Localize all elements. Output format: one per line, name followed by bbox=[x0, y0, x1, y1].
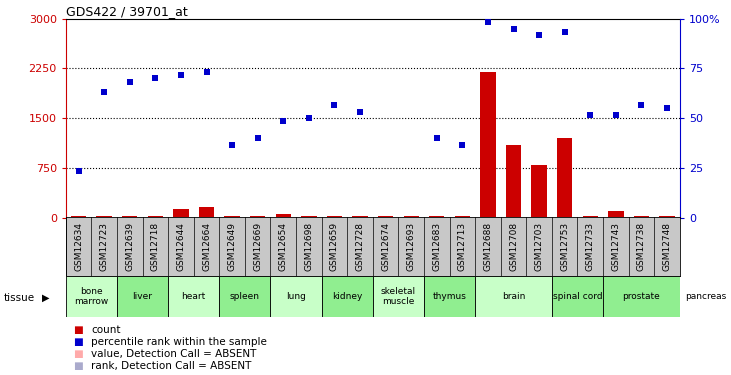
Bar bbox=[270, 276, 322, 317]
Bar bbox=[531, 165, 547, 218]
Bar bbox=[634, 216, 649, 217]
Text: GSM12718: GSM12718 bbox=[151, 222, 160, 271]
Text: GSM12654: GSM12654 bbox=[279, 222, 288, 271]
Bar bbox=[455, 216, 470, 217]
Text: thymus: thymus bbox=[433, 292, 466, 301]
Bar bbox=[603, 276, 680, 317]
Bar bbox=[301, 216, 317, 217]
Bar bbox=[608, 211, 624, 218]
Bar bbox=[66, 276, 117, 317]
Text: GSM12683: GSM12683 bbox=[432, 222, 442, 271]
Text: ▶: ▶ bbox=[42, 293, 50, 303]
Text: tissue: tissue bbox=[4, 293, 35, 303]
Text: GSM12738: GSM12738 bbox=[637, 222, 646, 271]
Text: liver: liver bbox=[132, 292, 153, 301]
Text: spleen: spleen bbox=[230, 292, 260, 301]
Text: value, Detection Call = ABSENT: value, Detection Call = ABSENT bbox=[91, 349, 257, 359]
Text: GSM12708: GSM12708 bbox=[509, 222, 518, 271]
Text: GSM12723: GSM12723 bbox=[99, 222, 109, 271]
Bar bbox=[659, 216, 675, 217]
Bar bbox=[276, 214, 291, 217]
Bar bbox=[219, 276, 270, 317]
Bar bbox=[378, 216, 393, 217]
Bar bbox=[404, 216, 419, 217]
Bar bbox=[429, 216, 444, 217]
Bar bbox=[373, 276, 424, 317]
Bar bbox=[583, 216, 598, 217]
Bar bbox=[557, 138, 572, 218]
Bar bbox=[322, 276, 373, 317]
Text: GSM12664: GSM12664 bbox=[202, 222, 211, 271]
Bar bbox=[352, 216, 368, 217]
Text: count: count bbox=[91, 325, 121, 335]
Text: GSM12703: GSM12703 bbox=[534, 222, 544, 271]
Bar bbox=[480, 72, 496, 217]
Bar bbox=[173, 209, 189, 218]
Text: heart: heart bbox=[181, 292, 206, 301]
Text: percentile rank within the sample: percentile rank within the sample bbox=[91, 337, 268, 347]
Text: GDS422 / 39701_at: GDS422 / 39701_at bbox=[66, 4, 188, 18]
Bar bbox=[168, 276, 219, 317]
Text: GSM12644: GSM12644 bbox=[176, 222, 186, 271]
Text: ■: ■ bbox=[73, 325, 83, 335]
Text: lung: lung bbox=[286, 292, 306, 301]
Bar bbox=[96, 216, 112, 217]
Text: GSM12693: GSM12693 bbox=[406, 222, 416, 271]
Bar bbox=[250, 216, 265, 217]
Text: kidney: kidney bbox=[332, 292, 363, 301]
Text: GSM12713: GSM12713 bbox=[458, 222, 467, 271]
Text: GSM12748: GSM12748 bbox=[662, 222, 672, 271]
Text: GSM12753: GSM12753 bbox=[560, 222, 569, 271]
Text: GSM12634: GSM12634 bbox=[74, 222, 83, 271]
Text: GSM12639: GSM12639 bbox=[125, 222, 135, 271]
Text: rank, Detection Call = ABSENT: rank, Detection Call = ABSENT bbox=[91, 361, 251, 371]
Text: GSM12649: GSM12649 bbox=[227, 222, 237, 271]
Text: spinal cord: spinal cord bbox=[553, 292, 602, 301]
Text: GSM12733: GSM12733 bbox=[586, 222, 595, 271]
Text: GSM12669: GSM12669 bbox=[253, 222, 262, 271]
Bar bbox=[71, 216, 86, 217]
Bar bbox=[117, 276, 168, 317]
Bar bbox=[506, 145, 521, 218]
Text: ■: ■ bbox=[73, 349, 83, 359]
Bar bbox=[327, 216, 342, 217]
Text: GSM12674: GSM12674 bbox=[381, 222, 390, 271]
Bar bbox=[680, 276, 731, 317]
Text: bone
marrow: bone marrow bbox=[75, 286, 108, 306]
Text: GSM12688: GSM12688 bbox=[483, 222, 493, 271]
Text: GSM12698: GSM12698 bbox=[304, 222, 314, 271]
Bar bbox=[199, 207, 214, 218]
Text: brain: brain bbox=[502, 292, 525, 301]
Bar bbox=[552, 276, 603, 317]
Text: GSM12728: GSM12728 bbox=[355, 222, 365, 271]
Text: GSM12743: GSM12743 bbox=[611, 222, 621, 271]
Text: ■: ■ bbox=[73, 337, 83, 347]
Bar bbox=[122, 216, 137, 217]
Bar bbox=[148, 216, 163, 217]
Text: prostate: prostate bbox=[623, 292, 660, 301]
Text: GSM12659: GSM12659 bbox=[330, 222, 339, 271]
Text: ■: ■ bbox=[73, 361, 83, 371]
Bar bbox=[224, 216, 240, 217]
Bar bbox=[475, 276, 552, 317]
Text: pancreas: pancreas bbox=[685, 292, 726, 301]
Bar bbox=[424, 276, 475, 317]
Text: skeletal
muscle: skeletal muscle bbox=[381, 286, 416, 306]
